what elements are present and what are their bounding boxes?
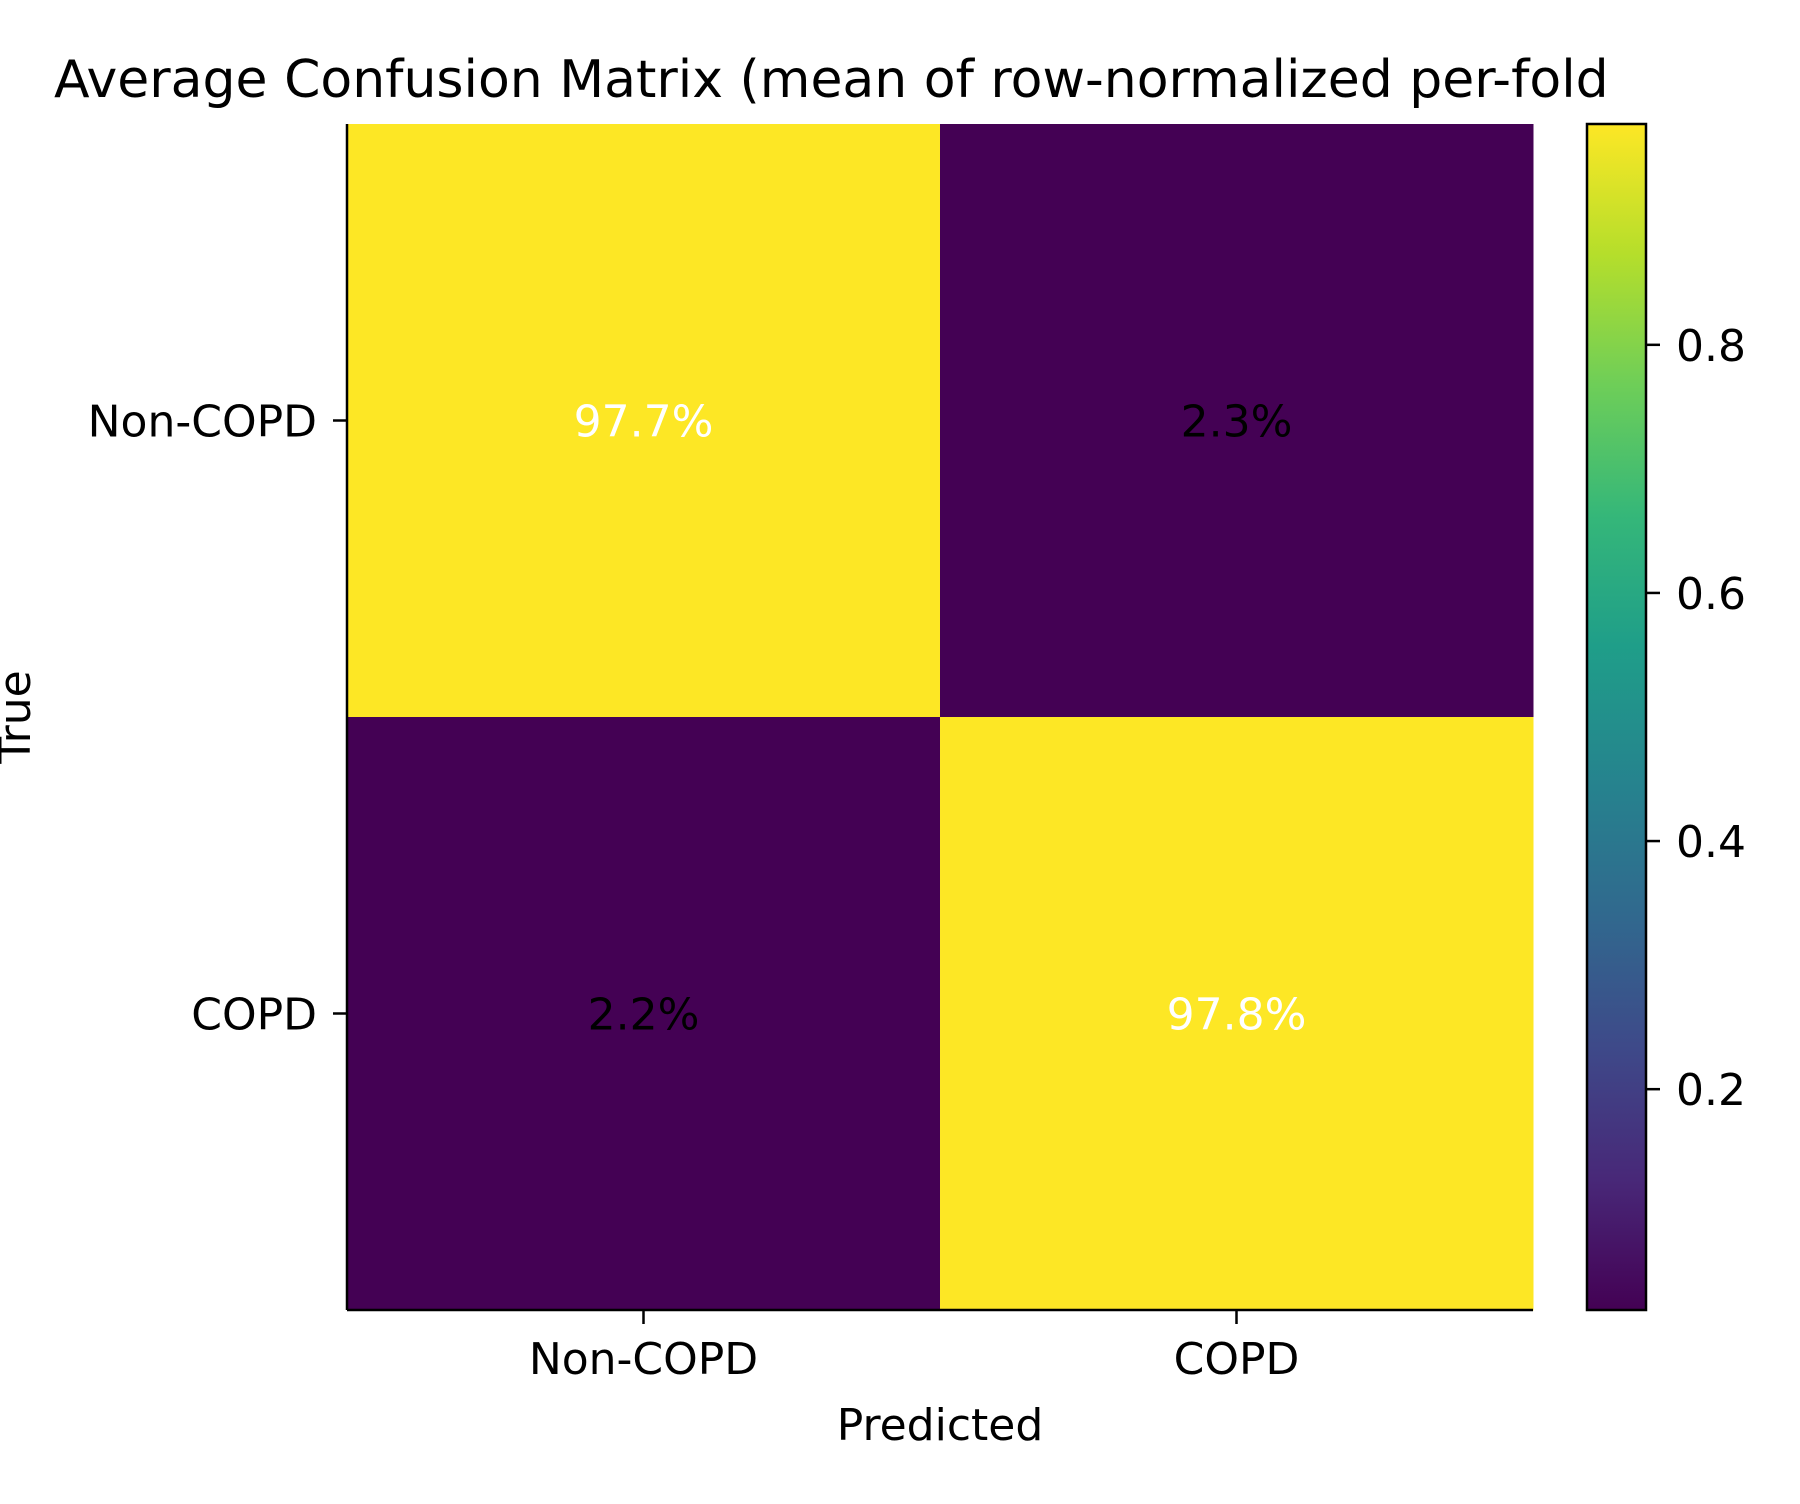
cell-value-label: 97.7%: [574, 397, 714, 448]
x-axis-ticks: Non-COPD COPD: [529, 1310, 1300, 1385]
colorbar-tick-label: 0.4: [1676, 817, 1746, 868]
colorbar-tick-label: 0.6: [1676, 569, 1746, 620]
heatmap-cell-copd-copd: [940, 717, 1534, 1311]
y-tick-label: COPD: [191, 990, 317, 1041]
colorbar-ticks: 0.2 0.4 0.6 0.8: [1646, 321, 1746, 1116]
heatmap-cells: [347, 124, 1534, 1311]
x-axis-label: Predicted: [837, 1400, 1044, 1451]
chart-title: Average Confusion Matrix (mean of row-no…: [54, 50, 1609, 110]
heatmap-cell-copd-non-copd: [347, 717, 941, 1311]
cell-value-label: 97.8%: [1167, 990, 1307, 1041]
heatmap-cell-non-copd-copd: [940, 124, 1534, 718]
colorbar: [1585, 122, 1648, 1312]
y-tick-label: Non-COPD: [88, 397, 317, 448]
cell-value-label: 2.3%: [1181, 397, 1293, 448]
colorbar-tick-label: 0.8: [1676, 321, 1746, 372]
y-axis-label: True: [0, 670, 41, 764]
x-tick-label: COPD: [1174, 1334, 1300, 1385]
y-axis-ticks: Non-COPD COPD: [88, 397, 347, 1041]
colorbar-tick-label: 0.2: [1676, 1065, 1746, 1116]
cell-value-label: 2.2%: [588, 990, 700, 1041]
heatmap-cell-non-copd-non-copd: [347, 124, 941, 718]
x-tick-label: Non-COPD: [529, 1334, 758, 1385]
heatmap-cell-labels: 97.7% 2.3% 2.2% 97.8%: [574, 397, 1307, 1041]
